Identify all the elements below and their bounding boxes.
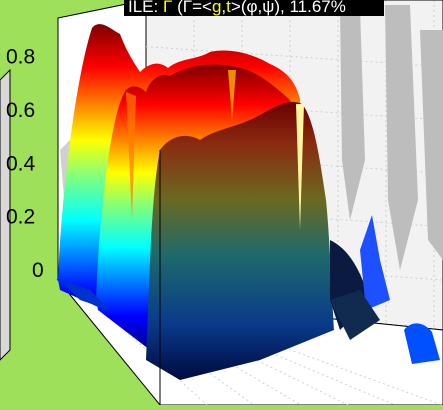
surface-front-block bbox=[146, 101, 334, 381]
grid-line bbox=[132, 294, 396, 406]
title-open: (Γ=< bbox=[172, 0, 212, 16]
title-sep: , bbox=[221, 0, 227, 16]
surface-crevices bbox=[126, 70, 304, 230]
grid-line bbox=[102, 288, 302, 406]
z-axis-tick-labels: 0 0.2 0.4 0.6 0.8 bbox=[6, 46, 44, 282]
z-tick-label: 0.6 bbox=[6, 99, 35, 122]
z-tick-label: 0 bbox=[32, 259, 44, 282]
plot-title: ILE: Γ (Γ=<g,t>(φ,ψ), 11.67% bbox=[124, 0, 384, 16]
grid-line bbox=[87, 285, 255, 406]
title-t-symbol: t bbox=[226, 0, 231, 16]
left-side-panel bbox=[0, 68, 11, 361]
z-tick-label: 0.8 bbox=[6, 46, 35, 69]
title-prefix: ILE: bbox=[128, 0, 163, 16]
z-tick-label: 0.2 bbox=[6, 206, 35, 229]
title-f-symbol: Γ bbox=[162, 0, 173, 16]
title-g-symbol: g bbox=[211, 0, 222, 16]
floor-blobs bbox=[60, 215, 440, 364]
title-close: >(φ,ψ), 11.67% bbox=[230, 0, 346, 16]
grid-line bbox=[147, 297, 443, 406]
z-tick-label: 0.4 bbox=[6, 152, 36, 175]
